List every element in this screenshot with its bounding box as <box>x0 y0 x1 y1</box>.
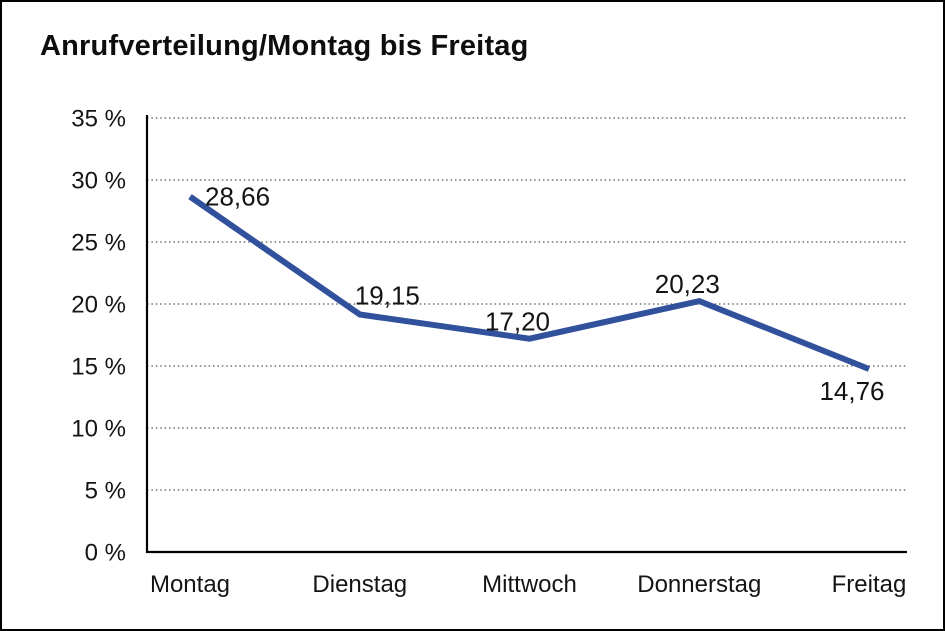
y-axis-tick-label: 25 % <box>71 230 126 257</box>
x-axis-category-label: Dienstag <box>312 571 407 598</box>
y-axis-tick-label: 0 % <box>85 540 126 567</box>
data-series-line <box>188 194 871 372</box>
x-axis-category-label: Montag <box>150 571 230 598</box>
x-axis-category-label: Mittwoch <box>482 571 577 598</box>
data-point-label: 19,15 <box>355 281 420 311</box>
data-point-label: 14,76 <box>819 376 884 406</box>
chart-title: Anrufverteilung/Montag bis Freitag <box>40 30 529 62</box>
data-point-label: 20,23 <box>655 269 720 299</box>
y-axis-tick-label: 30 % <box>71 168 126 195</box>
x-axis-category-label: Freitag <box>832 571 907 598</box>
y-axis-tick-label: 35 % <box>71 106 126 133</box>
data-point-label: 28,66 <box>205 182 270 212</box>
y-axis-tick-label: 5 % <box>85 478 126 505</box>
y-axis-tick-label: 15 % <box>71 354 126 381</box>
y-axis-tick-label: 20 % <box>71 292 126 319</box>
x-axis-category-label: Donnerstag <box>637 571 761 598</box>
y-axis-tick-label: 10 % <box>71 416 126 443</box>
data-point-label: 17,20 <box>485 307 550 337</box>
